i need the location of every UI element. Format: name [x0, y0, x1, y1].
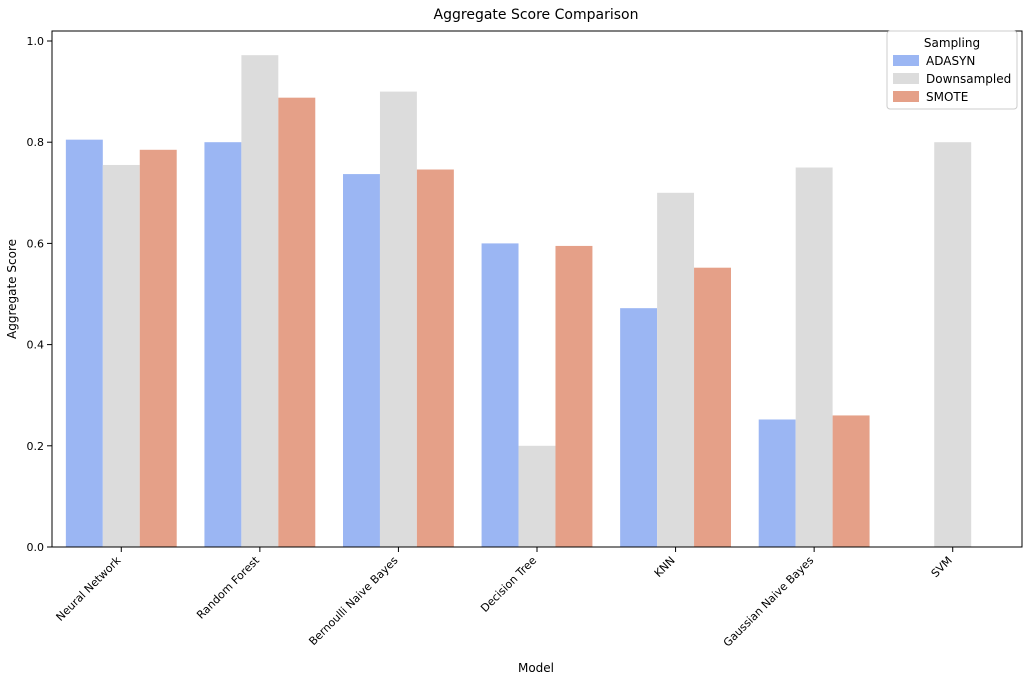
y-tick-label: 0.2	[27, 440, 45, 453]
bar-smote-1	[278, 97, 316, 548]
bar-downsampled-5	[795, 167, 833, 547]
bar-downsampled-6	[934, 142, 972, 547]
x-axis-label: Model	[518, 661, 554, 675]
x-tick-label: Random Forest	[194, 553, 262, 621]
bar-adasyn-3	[481, 243, 519, 547]
legend-swatch-smote	[893, 91, 919, 102]
legend-box	[886, 30, 1018, 110]
bar-smote-3	[555, 245, 593, 547]
legend-title: Sampling	[924, 36, 980, 50]
bar-adasyn-5	[758, 419, 796, 547]
bar-downsampled-2	[379, 91, 417, 547]
bar-adasyn-2	[343, 174, 380, 547]
bar-smote-0	[139, 149, 177, 548]
bars-group	[65, 55, 972, 548]
legend-label-smote: SMOTE	[926, 90, 968, 104]
y-tick-label: 0.4	[27, 339, 45, 352]
y-axis-label: Aggregate Score	[5, 239, 19, 339]
legend-label-downsampled: Downsampled	[926, 72, 1011, 86]
x-tick-label: SVM	[929, 554, 955, 580]
x-tick-label: Neural Network	[54, 553, 124, 623]
bar-adasyn-4	[620, 308, 658, 547]
y-tick-label: 0.6	[27, 237, 45, 250]
bar-downsampled-3	[518, 445, 556, 547]
bar-smote-5	[832, 415, 870, 547]
legend-swatch-downsampled	[893, 73, 919, 84]
x-axis: Neural Network Random Forest Bernoulli Nai…	[54, 547, 955, 649]
chart-title: Aggregate Score Comparison	[434, 7, 639, 23]
legend: Sampling ADASYN Downsampled SMOTE	[886, 30, 1018, 110]
bar-adasyn-0	[65, 139, 103, 548]
y-tick-label: 0.8	[27, 136, 45, 149]
bar-smote-4	[694, 267, 731, 547]
x-tick-label: KNN	[652, 554, 678, 580]
y-tick-label: 1.0	[27, 35, 45, 48]
bar-downsampled-4	[657, 192, 695, 548]
x-tick-label: Decision Tree	[478, 554, 539, 615]
x-tick-label: Gaussian Naive Bayes	[721, 554, 817, 650]
bar-downsampled-1	[241, 55, 279, 548]
bar-adasyn-1	[204, 142, 242, 547]
bar-smote-2	[416, 169, 454, 547]
bar-downsampled-0	[102, 164, 140, 547]
legend-label-adasyn: ADASYN	[926, 54, 975, 68]
y-tick-label: 0.0	[27, 541, 45, 554]
x-tick-label: Bernoulli Naive Bayes	[306, 554, 400, 648]
y-axis: 0.0 0.2 0.4 0.6 0.8 1.0	[27, 35, 52, 554]
legend-swatch-adasyn	[893, 55, 919, 66]
